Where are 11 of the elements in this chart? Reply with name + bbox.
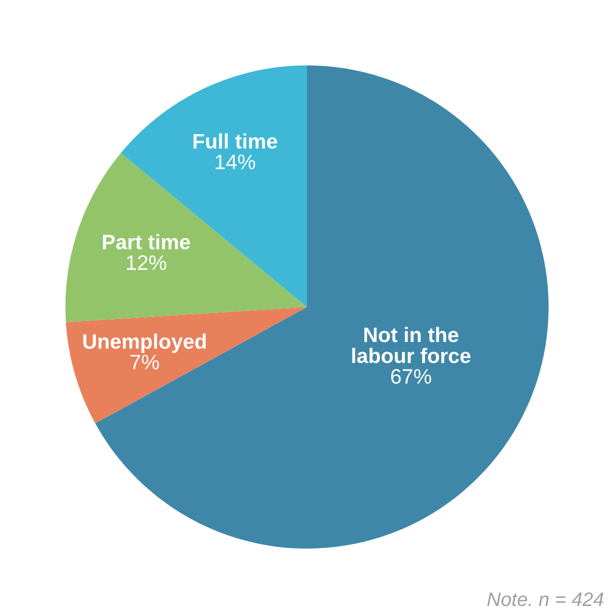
slice-label: Not in the labour force	[352, 326, 470, 364]
slice-label: Part time	[102, 234, 190, 250]
data-label: 67%	[391, 369, 432, 384]
pie-slice	[66, 307, 307, 424]
data-label: 7%	[130, 354, 159, 370]
pie-slice	[65, 153, 307, 322]
slice-label: Unemployed	[83, 334, 206, 353]
text: Note. n = 424	[487, 592, 604, 606]
slice-label: Full time	[194, 133, 278, 149]
data-label: 14%	[216, 154, 256, 170]
data-label: 12%	[126, 255, 166, 270]
